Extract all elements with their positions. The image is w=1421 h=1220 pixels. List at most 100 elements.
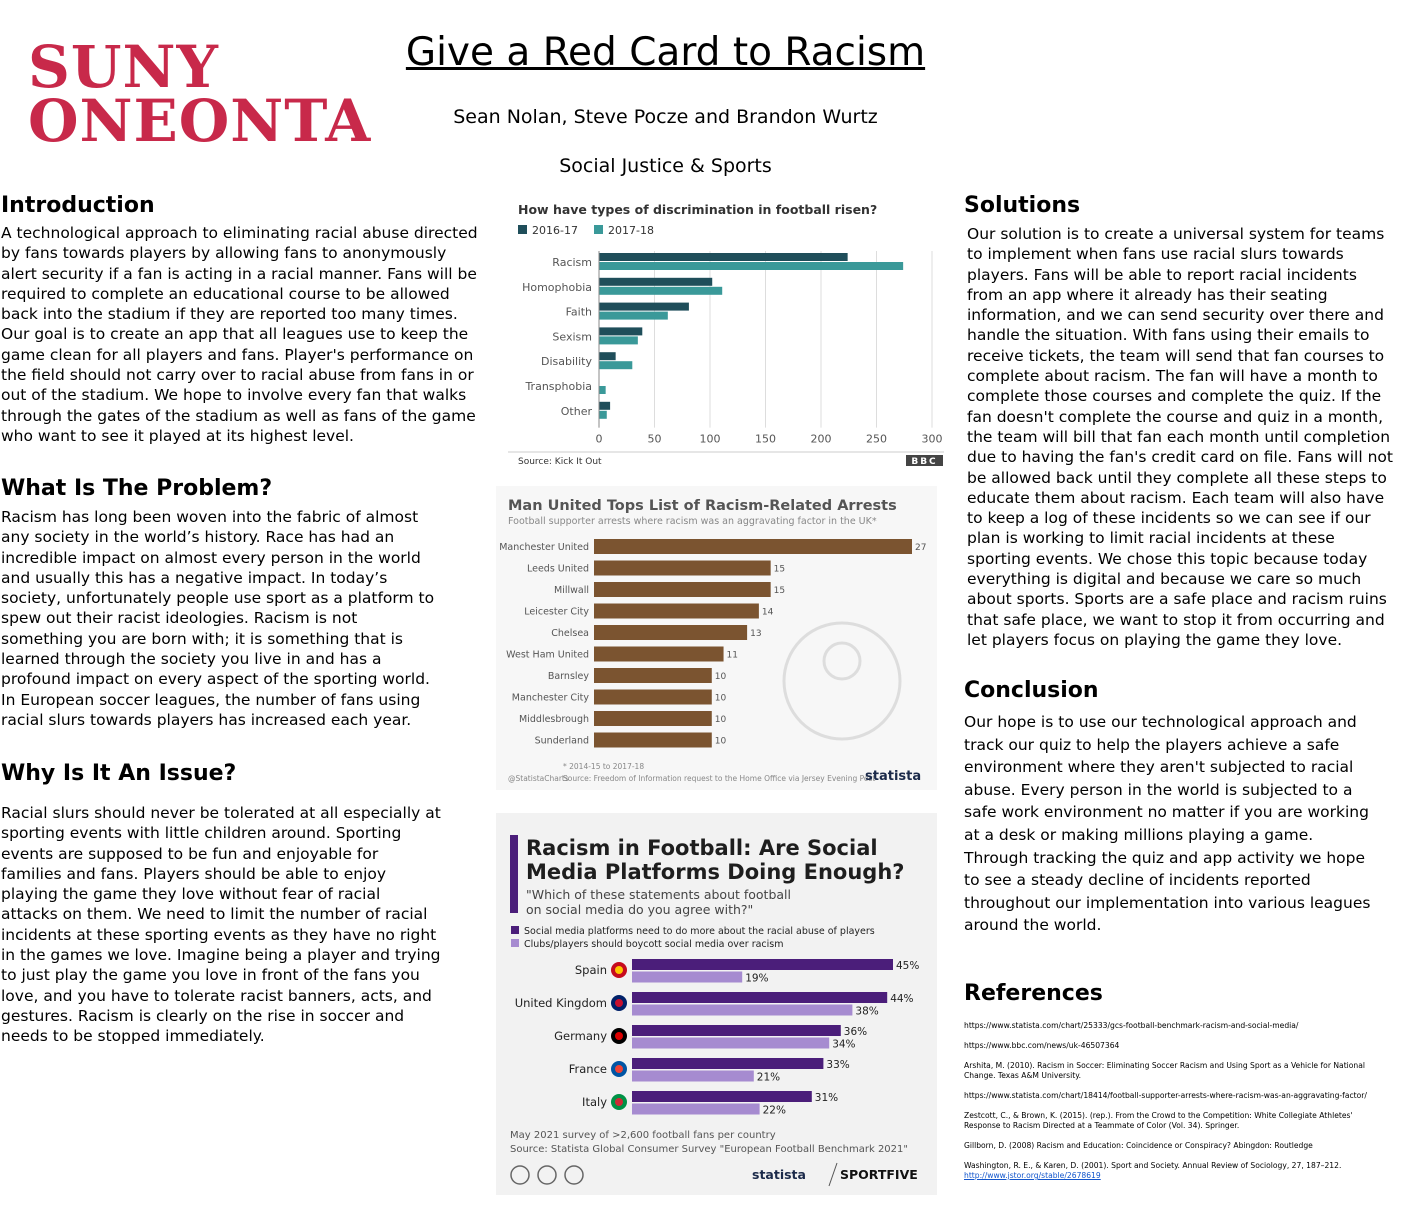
- introduction-text: A technological approach to eliminating …: [1, 224, 478, 445]
- data-label: 10: [715, 672, 727, 682]
- logo-line-2: ONEONTA: [28, 87, 372, 155]
- bar: [632, 1037, 830, 1049]
- chart-arrests-svg: Man United Tops List of Racism-Related A…: [499, 498, 926, 784]
- flag-icon-inner: [615, 999, 623, 1007]
- chart-title: Racism in Football: Are Social: [526, 836, 878, 860]
- bar: [594, 689, 712, 705]
- data-label: 13: [750, 629, 761, 639]
- flag-icon-inner: [615, 1065, 623, 1073]
- brand-divider: [828, 1162, 838, 1187]
- data-label: 45%: [896, 960, 919, 972]
- chart-source: Source: Kick It Out: [518, 457, 602, 467]
- bar: [599, 253, 848, 261]
- license-icon: [537, 1165, 557, 1185]
- chart-title: How have types of discrimination in foot…: [518, 202, 877, 217]
- bar: [594, 582, 771, 597]
- tick-label: 200: [811, 433, 832, 446]
- chart-footer: May 2021 survey of >2,600 football fans …: [510, 1130, 776, 1141]
- issue-text: Racial slurs should never be tolerated a…: [1, 804, 441, 1046]
- category-label: Middlesbrough: [519, 714, 589, 725]
- bar: [632, 992, 888, 1003]
- poster-title: Give a Red Card to Racism: [405, 30, 926, 75]
- bar: [632, 1070, 754, 1082]
- chart-footer: Source: Statista Global Consumer Survey …: [510, 1144, 908, 1155]
- ball-icon: [822, 641, 862, 681]
- bar: [599, 302, 689, 311]
- chart-handle: @StatistaCharts: [508, 774, 569, 783]
- data-label: 10: [715, 694, 727, 704]
- category-label: Racism: [552, 256, 592, 269]
- bar: [632, 1004, 853, 1016]
- reference-link[interactable]: http://www.jstor.org/stable/2678619: [964, 1171, 1101, 1180]
- data-label: 33%: [826, 1059, 849, 1071]
- legend-swatch: [511, 926, 519, 934]
- poster-topic: Social Justice & Sports: [559, 155, 772, 177]
- bar: [594, 625, 748, 640]
- bar: [599, 386, 606, 394]
- data-label: 34%: [832, 1039, 855, 1051]
- brand-logo: BBC: [911, 457, 937, 467]
- data-label: 15: [774, 586, 785, 596]
- chart-discrimination-types: How have types of discrimination in foot…: [508, 196, 948, 472]
- category-label: West Ham United: [506, 650, 589, 661]
- category-label: Leicester City: [524, 607, 589, 618]
- flag-icon-inner: [615, 1032, 623, 1040]
- category-label: United Kingdom: [515, 996, 607, 1010]
- tick-label: 0: [596, 433, 603, 446]
- data-label: 21%: [757, 1072, 780, 1084]
- chart-subtitle: "Which of these statements about footbal…: [526, 887, 791, 902]
- data-label: 10: [715, 737, 727, 747]
- tick-label: 150: [755, 433, 776, 446]
- chart-subtitle: Football supporter arrests where racism …: [508, 516, 877, 527]
- bar: [599, 262, 904, 270]
- bar: [594, 668, 712, 683]
- bar: [632, 1025, 841, 1036]
- legend-swatch: [518, 225, 527, 234]
- reference-item: Arshita, M. (2010). Racism in Soccer: El…: [964, 1061, 1366, 1080]
- bar: [599, 277, 713, 286]
- category-label: Faith: [566, 306, 592, 319]
- tick-label: 50: [648, 433, 662, 446]
- bar: [594, 732, 712, 748]
- category-label: Leeds United: [527, 564, 589, 575]
- bar: [599, 410, 607, 419]
- bar: [599, 327, 643, 336]
- legend-swatch: [594, 225, 603, 234]
- data-label: 11: [727, 651, 738, 661]
- data-label: 44%: [890, 993, 913, 1005]
- legend-label: Social media platforms need to do more a…: [524, 926, 875, 937]
- data-label: 10: [715, 715, 727, 725]
- problem-heading: What Is The Problem?: [1, 476, 273, 501]
- license-icon: [564, 1165, 584, 1185]
- solutions-section: Solutions Our solution is to create a un…: [964, 193, 1394, 650]
- chart-title: Man United Tops List of Racism-Related A…: [508, 498, 897, 514]
- reference-item: Washington, R. E., & Karen, D. (2001). S…: [964, 1161, 1342, 1170]
- flag-icon-inner: [615, 1098, 623, 1106]
- reference-item: Zestcott, C., & Brown, K. (2015). (rep.)…: [964, 1111, 1353, 1130]
- category-label: Disability: [541, 355, 592, 368]
- bar: [632, 971, 743, 983]
- bar: [632, 1103, 760, 1115]
- data-label: 22%: [763, 1105, 786, 1117]
- issue-heading: Why Is It An Issue?: [1, 761, 237, 786]
- solutions-heading: Solutions: [964, 193, 1081, 218]
- data-label: 15: [774, 565, 785, 575]
- issue-section: Why Is It An Issue? Racial slurs should …: [1, 761, 441, 1047]
- reference-item: Gillborn, D. (2008) Racism and Education…: [964, 1141, 1313, 1150]
- tick-label: 100: [700, 433, 721, 446]
- bar: [594, 646, 724, 662]
- bar: [599, 311, 668, 320]
- category-label: Italy: [582, 1095, 607, 1109]
- data-label: 19%: [745, 973, 768, 985]
- problem-section: What Is The Problem? Racism has long bee…: [1, 476, 441, 730]
- tick-label: 300: [922, 433, 943, 446]
- brand-logo: statista: [752, 1167, 806, 1182]
- category-label: Chelsea: [551, 628, 589, 639]
- reference-link-wrap: http://www.jstor.org/stable/2678619: [964, 1171, 1384, 1181]
- brand-logo: statista: [865, 769, 921, 784]
- category-label: Spain: [575, 963, 607, 977]
- references-heading: References: [964, 981, 1103, 1006]
- poster-authors: Sean Nolan, Steve Pocze and Brandon Wurt…: [453, 106, 878, 128]
- chart-discrimination-svg: How have types of discrimination in foot…: [508, 202, 944, 467]
